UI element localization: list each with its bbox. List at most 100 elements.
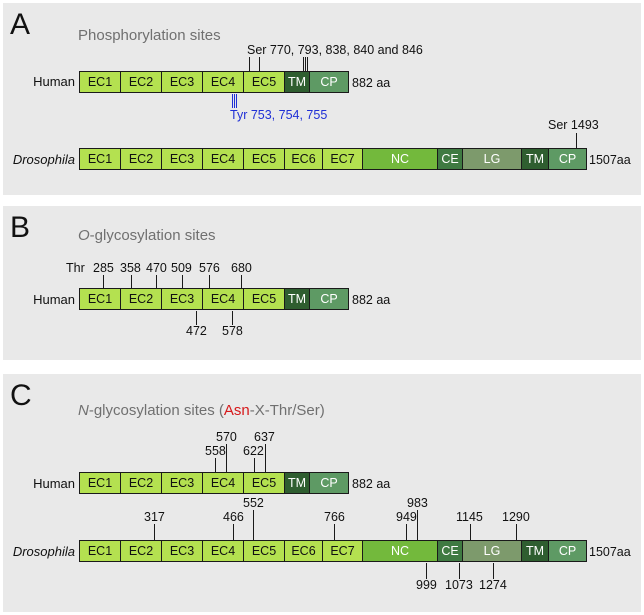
site-tick <box>303 57 304 71</box>
site-tick <box>234 94 235 108</box>
site-tick <box>254 458 255 472</box>
site-tick <box>426 563 427 579</box>
site-tick <box>226 444 227 472</box>
panel-a-dros-ser-label: Ser 1493 <box>548 118 599 132</box>
domain-cp: CP <box>548 540 587 562</box>
domain-ec2: EC2 <box>120 288 162 310</box>
site-tick <box>305 57 306 71</box>
domain-ec7: EC7 <box>322 540 363 562</box>
panel-c-dros-species: Drosophila <box>12 544 75 559</box>
panel-c-site-766: 766 <box>324 510 345 524</box>
site-tick <box>131 275 132 288</box>
domain-ec4: EC4 <box>202 472 244 494</box>
panel-c: C N-glycosylation sites (Asn-X-Thr/Ser) … <box>3 374 641 612</box>
site-tick <box>470 524 471 540</box>
site-tick <box>241 275 242 288</box>
panel-c-site-558: 558 <box>205 444 226 458</box>
panel-c-site-999: 999 <box>416 578 437 592</box>
panel-c-site-466: 466 <box>223 510 244 524</box>
panel-a-human-species: Human <box>33 74 75 89</box>
domain-ec4: EC4 <box>202 148 244 170</box>
site-tick <box>196 311 197 325</box>
panel-b-human-species: Human <box>33 292 75 307</box>
panel-b-site-470: 470 <box>146 261 167 275</box>
panel-c-title-end: -X-Thr/Ser) <box>249 402 325 419</box>
domain-ec5: EC5 <box>243 540 285 562</box>
panel-c-site-1073: 1073 <box>445 578 473 592</box>
domain-ec2: EC2 <box>120 71 162 93</box>
site-tick <box>417 510 418 540</box>
panel-c-site-1290: 1290 <box>502 510 530 524</box>
domain-tm: TM <box>521 540 549 562</box>
domain-tm: TM <box>284 472 310 494</box>
domain-ec2: EC2 <box>120 472 162 494</box>
domain-ec1: EC1 <box>79 288 121 310</box>
domain-ec3: EC3 <box>161 472 203 494</box>
panel-b-site-578: 578 <box>222 324 243 338</box>
panel-b: B O-glycosylation sites Human EC1 EC2 EC… <box>3 206 641 360</box>
site-tick <box>493 563 494 579</box>
site-tick <box>103 275 104 288</box>
site-tick <box>259 57 260 71</box>
domain-ec5: EC5 <box>243 148 285 170</box>
panel-b-title-italic: O <box>78 227 90 244</box>
site-tick <box>459 563 460 579</box>
domain-ec5: EC5 <box>243 288 285 310</box>
domain-lg: LG <box>462 540 522 562</box>
panel-c-site-552: 552 <box>243 496 264 510</box>
site-tick <box>265 444 266 472</box>
site-tick <box>334 524 335 540</box>
site-tick <box>249 57 250 71</box>
domain-ec6: EC6 <box>284 148 323 170</box>
panel-b-letter: B <box>10 211 31 244</box>
panel-a-dros-species: Drosophila <box>12 152 75 167</box>
domain-lg: LG <box>462 148 522 170</box>
panel-b-title: O-glycosylation sites <box>78 227 216 244</box>
domain-cp: CP <box>309 71 349 93</box>
domain-ec4: EC4 <box>202 288 244 310</box>
domain-ec1: EC1 <box>79 540 121 562</box>
panel-a-dros-length: 1507aa <box>589 153 631 167</box>
panel-c-title: N-glycosylation sites (Asn-X-Thr/Ser) <box>78 402 325 419</box>
domain-ec3: EC3 <box>161 540 203 562</box>
domain-tm: TM <box>284 71 310 93</box>
panel-c-site-1274: 1274 <box>479 578 507 592</box>
domain-ec1: EC1 <box>79 148 121 170</box>
panel-c-title-mid: -glycosylation sites ( <box>88 402 224 419</box>
domain-ec3: EC3 <box>161 71 203 93</box>
site-tick <box>215 458 216 472</box>
domain-ec5: EC5 <box>243 472 285 494</box>
panel-c-site-622: 622 <box>243 444 264 458</box>
site-tick <box>307 57 308 71</box>
domain-ec1: EC1 <box>79 472 121 494</box>
panel-b-site-285: 285 <box>93 261 114 275</box>
domain-cp: CP <box>548 148 587 170</box>
site-tick <box>576 133 577 148</box>
domain-tm: TM <box>284 288 310 310</box>
panel-c-human-species: Human <box>33 476 75 491</box>
panel-b-thr-prefix: Thr <box>66 261 85 275</box>
domain-ec7: EC7 <box>322 148 363 170</box>
domain-ec5: EC5 <box>243 71 285 93</box>
panel-c-human-length: 882 aa <box>352 477 391 491</box>
panel-c-site-570: 570 <box>216 430 237 444</box>
domain-ec3: EC3 <box>161 148 203 170</box>
site-tick <box>253 510 254 540</box>
panel-a: A Phosphorylation sites Human EC1 EC2 EC… <box>3 3 641 195</box>
site-tick <box>232 94 233 108</box>
domain-ec2: EC2 <box>120 540 162 562</box>
domain-cp: CP <box>309 472 349 494</box>
domain-ec6: EC6 <box>284 540 323 562</box>
panel-b-site-472: 472 <box>186 324 207 338</box>
domain-ec4: EC4 <box>202 540 244 562</box>
panel-c-site-637: 637 <box>254 430 275 444</box>
panel-b-site-509: 509 <box>171 261 192 275</box>
domain-cp: CP <box>309 288 349 310</box>
panel-b-title-rest: -glycosylation sites <box>89 227 216 244</box>
domain-ec3: EC3 <box>161 288 203 310</box>
site-tick <box>156 275 157 288</box>
panel-c-site-983: 983 <box>407 496 428 510</box>
site-tick <box>209 275 210 288</box>
panel-c-site-949: 949 <box>396 510 417 524</box>
domain-ec4: EC4 <box>202 71 244 93</box>
